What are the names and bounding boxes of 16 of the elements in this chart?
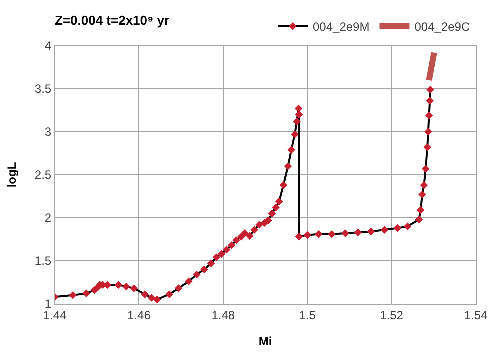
y-axis-title: logL <box>5 162 20 188</box>
x-axis-title: Mi <box>258 334 272 348</box>
legend-label: 004_2e9M <box>313 20 370 34</box>
y-tick-label: 3.5 <box>34 82 52 96</box>
y-tick-label: 2 <box>44 211 52 226</box>
y-tick-label: 4 <box>44 39 52 54</box>
y-tick-label: 1.5 <box>34 254 52 268</box>
x-tick-label: 1.48 <box>212 308 236 322</box>
x-tick-label: 1.54 <box>464 308 488 322</box>
x-tick-label: 1.5 <box>299 308 316 322</box>
x-tick-label: 1.46 <box>128 308 152 322</box>
x-tick-label: 1.52 <box>380 308 404 322</box>
legend-label: 004_2e9C <box>414 20 470 34</box>
chart-title: Z=0.004 t=2x10⁹ yr <box>55 13 170 28</box>
y-tick-label: 2.5 <box>34 168 52 182</box>
y-tick-label: 3 <box>44 125 52 140</box>
